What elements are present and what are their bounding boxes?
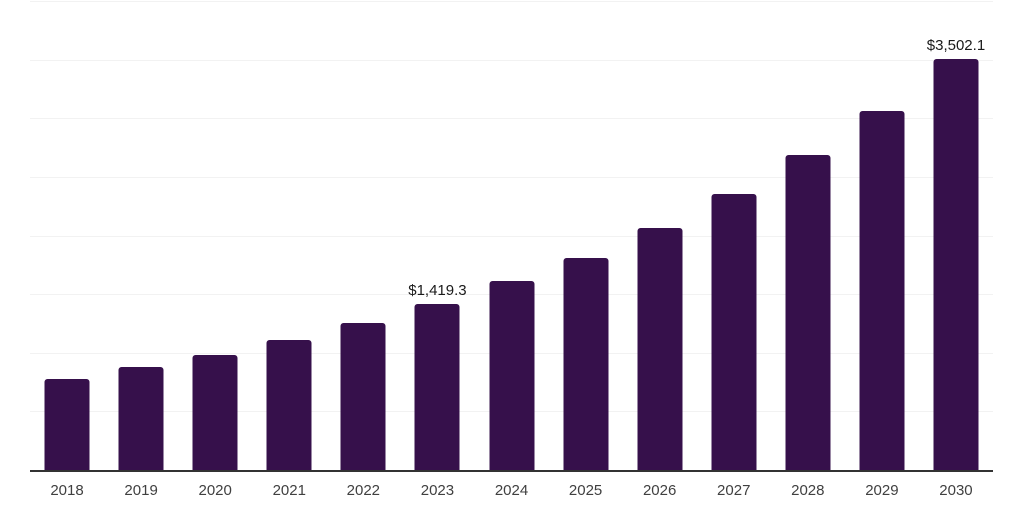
- gridline-4000: [30, 1, 993, 2]
- gridline-3500: [30, 59, 993, 61]
- x-tick-2026: 2026: [642, 482, 677, 499]
- x-tick-2029: 2029: [865, 482, 899, 499]
- bar-column-2022: [326, 1, 400, 470]
- x-tick-2021: 2021: [272, 482, 306, 499]
- x-tick-2020: 2020: [198, 482, 232, 499]
- bar-column-2027: [697, 1, 771, 470]
- bar-column-2025: [549, 1, 623, 470]
- bar-column-2024: [474, 1, 548, 470]
- bar-2030: [933, 59, 979, 470]
- x-tick-2022: 2022: [346, 482, 381, 499]
- bar-column-2021: [252, 1, 326, 470]
- bar-2020: [192, 354, 238, 470]
- bar-2028: [785, 155, 831, 470]
- bar-2022: [340, 323, 386, 470]
- bar-2021: [266, 340, 312, 470]
- x-tick-2025: 2025: [568, 482, 603, 499]
- bar-column-2026: [623, 1, 697, 470]
- x-axis-labels: 2018 2019 2020 2021 2022 2023 2024 2025 2026 2027…: [30, 480, 993, 502]
- bar-2026: [637, 227, 683, 470]
- bar-2029: [859, 111, 905, 470]
- bar-2019: [118, 367, 164, 470]
- gridline-2000: [30, 235, 993, 237]
- x-tick-2023: 2023: [420, 482, 455, 499]
- bar-2025: [563, 257, 609, 470]
- bar-2024: [489, 281, 534, 470]
- bar-column-2030: $3,502.1: [919, 1, 993, 470]
- bar-column-2018: [30, 1, 104, 470]
- x-tick-2018: 2018: [50, 482, 84, 499]
- plot-area: $1,419.3 $3,502.1: [30, 1, 993, 470]
- value-label-2030: $3,502.1: [926, 37, 986, 55]
- x-tick-2028: 2028: [791, 482, 825, 499]
- bar-2027: [711, 194, 757, 470]
- bar-columns: $1,419.3 $3,502.1: [30, 1, 993, 470]
- value-label-2023: $1,419.3: [408, 281, 467, 299]
- gridline-2500: [30, 176, 993, 178]
- bar-column-2023: $1,419.3: [400, 1, 474, 470]
- bar-column-2019: [104, 1, 178, 470]
- bar-column-2020: [178, 1, 252, 470]
- bar-column-2028: [771, 1, 845, 470]
- bar-2018: [44, 378, 90, 470]
- x-tick-2024: 2024: [494, 482, 529, 499]
- bar-2023: [414, 303, 460, 470]
- bar-column-2029: [845, 1, 919, 470]
- x-tick-2027: 2027: [717, 482, 751, 499]
- x-tick-2030: 2030: [939, 482, 973, 499]
- x-tick-2019: 2019: [124, 482, 158, 499]
- x-axis-line: [30, 470, 993, 472]
- gridline-3000: [30, 118, 993, 120]
